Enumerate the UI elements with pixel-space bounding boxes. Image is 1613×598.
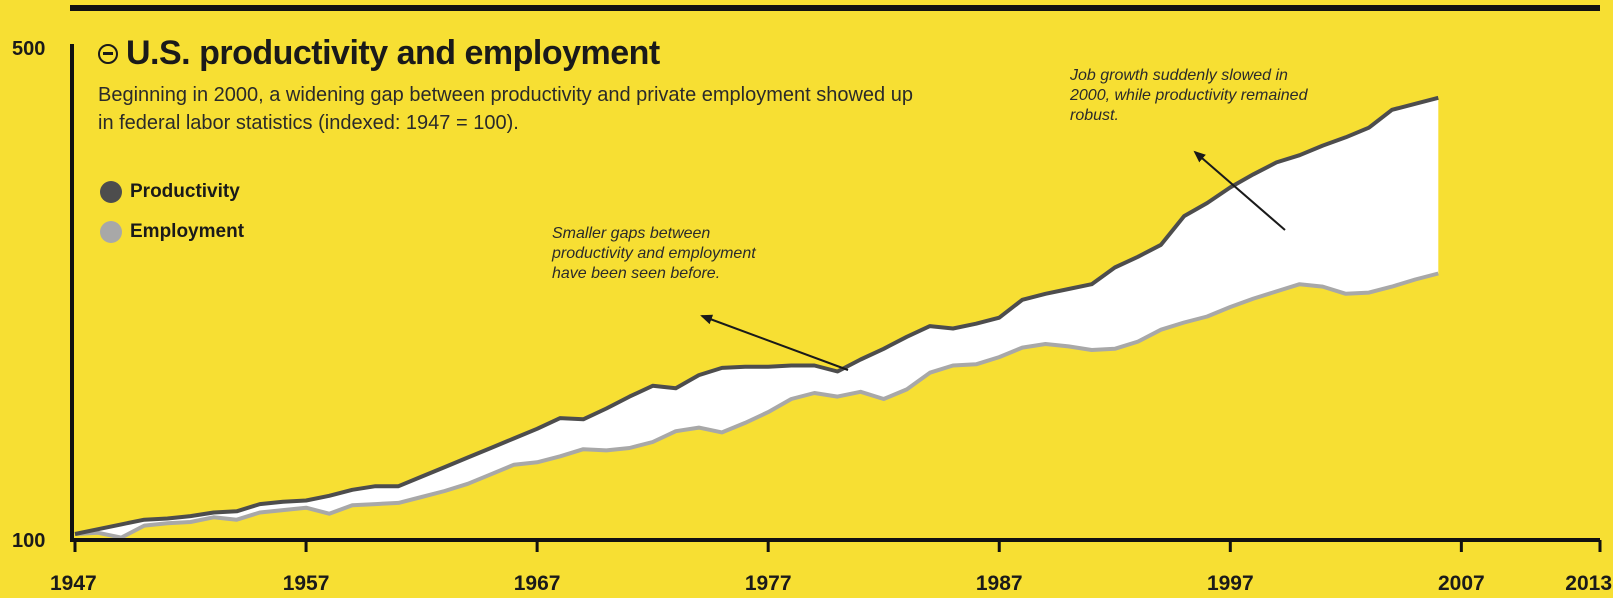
plot-area (74, 95, 1439, 540)
legend-swatch-employment (100, 221, 122, 243)
legend-item-productivity: Productivity (100, 180, 244, 204)
x-tick-label: 1987 (976, 572, 1023, 595)
annotation-smaller-gaps: Smaller gaps between productivity and em… (552, 225, 756, 282)
x-tick-label: 1957 (283, 572, 330, 595)
title-block: U.S. productivity and employment Beginni… (98, 34, 918, 137)
y-ticks: 100 500 (12, 38, 45, 552)
chart-subtitle: Beginning in 2000, a widening gap betwee… (98, 84, 913, 134)
x-tick-label: 1947 (50, 572, 97, 595)
chart-title: U.S. productivity and employment (126, 34, 660, 72)
x-tick-label: 1997 (1207, 572, 1254, 595)
annotation-arrow-1 (700, 314, 849, 371)
x-tick-label: 2007 (1438, 572, 1485, 595)
annotation-job-growth: Job growth suddenly slowed in 2000, whil… (1070, 67, 1308, 124)
legend-item-employment: Employment (100, 220, 244, 244)
chart-title-row: U.S. productivity and employment (98, 34, 918, 73)
annotation-arrow-2 (1193, 150, 1286, 231)
x-tick-label: 1977 (745, 572, 792, 595)
series-line-productivity (74, 95, 1439, 536)
legend: Productivity Employment (100, 180, 244, 260)
series-line-employment (74, 271, 1439, 540)
y-tick-label: 100 (12, 530, 45, 552)
legend-swatch-productivity (100, 181, 122, 203)
gap-area (75, 97, 1439, 538)
legend-label-productivity: Productivity (130, 181, 240, 202)
x-ticks: 1947 1957 1967 1977 1987 1997 2007 2013 (50, 540, 1612, 595)
y-tick-label: 500 (12, 38, 45, 60)
minus-circle-icon[interactable] (98, 43, 118, 64)
legend-label-employment: Employment (130, 221, 245, 242)
x-tick-label: 2013 (1565, 572, 1612, 595)
x-tick-label: 1967 (514, 572, 561, 595)
